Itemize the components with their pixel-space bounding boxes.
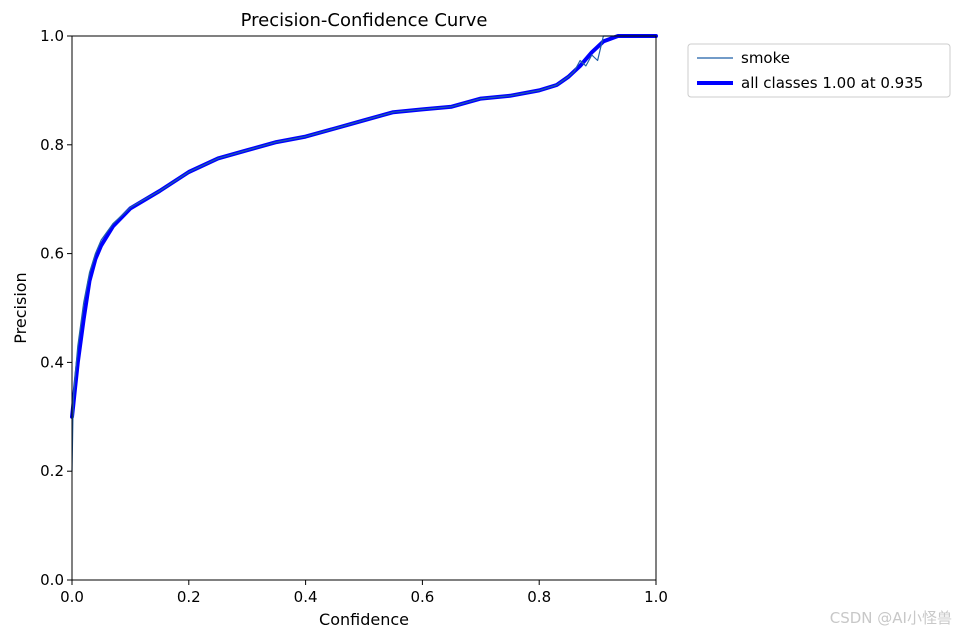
y-tick-label: 0.8 (40, 136, 64, 154)
y-tick-label: 0.4 (40, 353, 64, 371)
y-tick-label: 0.6 (40, 245, 64, 263)
chart-title: Precision-Confidence Curve (241, 10, 488, 31)
x-tick-label: 0.2 (177, 588, 201, 606)
legend-box (687, 43, 951, 98)
x-tick-label: 0.4 (294, 588, 318, 606)
x-axis: 0.0 0.2 0.4 0.6 0.8 1.0 (60, 580, 668, 606)
y-axis: 0.0 0.2 0.4 0.6 0.8 1.0 (40, 27, 72, 589)
legend-label-0: smoke (741, 49, 790, 67)
watermark-text: CSDN @AI小怪兽 (829, 609, 952, 627)
x-axis-label: Confidence (319, 610, 409, 629)
y-axis-label: Precision (11, 272, 30, 343)
y-tick-label: 1.0 (40, 27, 64, 45)
y-tick-label: 0.2 (40, 462, 64, 480)
x-tick-label: 1.0 (644, 588, 668, 606)
series-line-1 (70, 34, 658, 419)
legend: smoke all classes 1.00 at 0.935 (687, 43, 951, 98)
plot-frame (71, 35, 657, 581)
x-tick-label: 0.0 (60, 588, 84, 606)
legend-label-1: all classes 1.00 at 0.935 (741, 74, 923, 92)
x-tick-label: 0.8 (527, 588, 551, 606)
y-tick-label: 0.0 (40, 571, 64, 589)
plot-area (70, 34, 658, 472)
series-line-0 (71, 35, 657, 472)
x-tick-label: 0.6 (410, 588, 434, 606)
